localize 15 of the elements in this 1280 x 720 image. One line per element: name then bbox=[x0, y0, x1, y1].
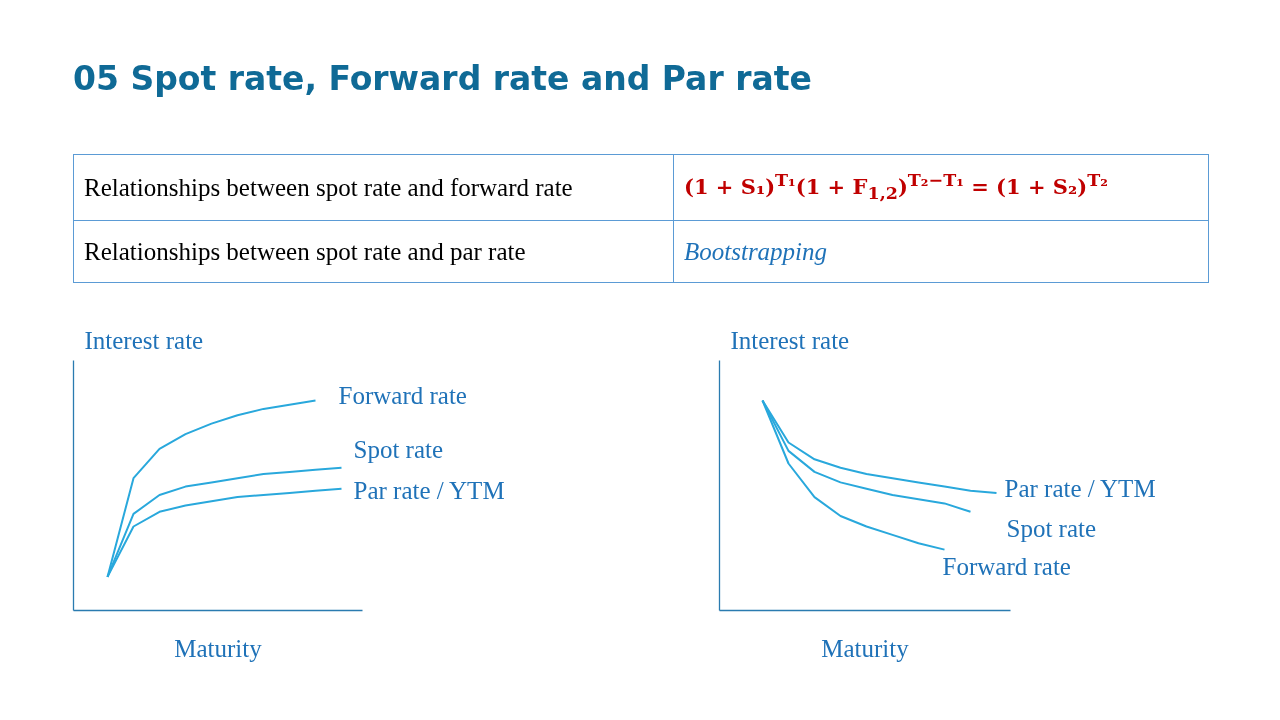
series-label: Forward rate bbox=[338, 382, 467, 409]
y-axis-title: Interest rate bbox=[84, 326, 204, 354]
series-label: Par rate / YTM bbox=[353, 477, 505, 505]
y-axis-title: Interest rate bbox=[730, 326, 850, 354]
text: 05 Spot rate, Forward rate and Par rate bbox=[73, 58, 812, 100]
x-axis-title: Maturity bbox=[174, 635, 263, 662]
series-label: Spot rate bbox=[1006, 515, 1097, 543]
text: Relationships between spot rate and forward rate bbox=[73, 154, 674, 221]
series-label: Par rate / YTM bbox=[1004, 475, 1156, 503]
text: Bootstrapping bbox=[673, 220, 1209, 283]
text: Relationships between spot rate and par rate bbox=[73, 220, 674, 283]
series-label: Spot rate bbox=[353, 436, 444, 464]
text: (1 + S₁)$^{T₁}$(1 + F$_{1,2}$)$^{T₂−T₁}$ = (1 + S₂)$^{T₂}$ bbox=[673, 154, 1209, 221]
x-axis-title: Maturity bbox=[821, 635, 910, 662]
series-label: Forward rate bbox=[942, 553, 1071, 581]
